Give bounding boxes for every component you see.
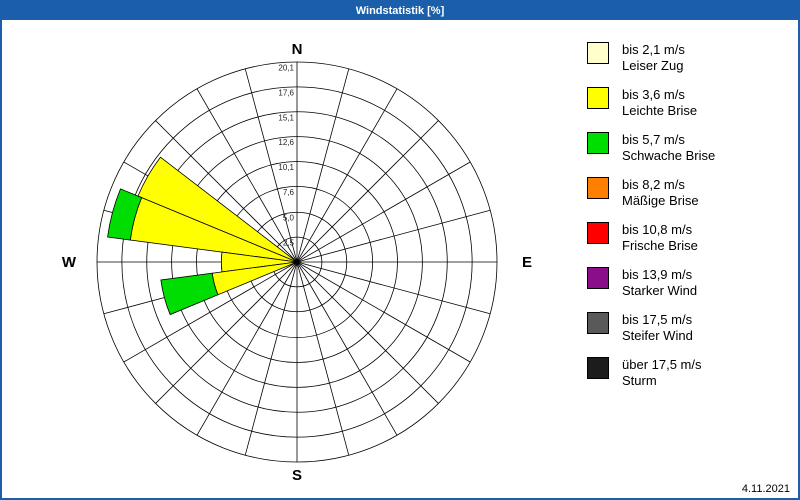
legend-item: bis 2,1 m/s Leiser Zug bbox=[587, 42, 792, 74]
ring-label: 20,1 bbox=[278, 64, 294, 73]
ring-label: 7,6 bbox=[283, 188, 295, 197]
ring-label: 12,6 bbox=[278, 138, 294, 147]
compass-label: N bbox=[292, 41, 303, 58]
ring-label: 10,1 bbox=[278, 163, 294, 172]
legend-speed: bis 2,1 m/s bbox=[622, 42, 685, 57]
legend-swatch bbox=[587, 177, 609, 199]
legend-item: bis 13,9 m/s Starker Wind bbox=[587, 267, 792, 299]
date-label: 4.11.2021 bbox=[741, 483, 790, 495]
compass-label: S bbox=[292, 467, 302, 484]
legend: bis 2,1 m/s Leiser Zug bis 3,6 m/s Leich… bbox=[587, 42, 792, 402]
legend-speed: bis 5,7 m/s bbox=[622, 132, 685, 147]
ring-label: 2,5 bbox=[283, 239, 295, 248]
ring-label: 15,1 bbox=[278, 113, 294, 122]
legend-item: über 17,5 m/s Sturm bbox=[587, 357, 792, 389]
wind-rose-petal-segment bbox=[160, 272, 219, 316]
legend-desc: Leichte Brise bbox=[622, 103, 698, 118]
wind-rose-petal-segment bbox=[107, 188, 143, 241]
legend-item: bis 8,2 m/s Mäßige Brise bbox=[587, 177, 792, 209]
legend-desc: Steifer Wind bbox=[622, 328, 693, 343]
legend-speed: bis 10,8 m/s bbox=[622, 222, 693, 237]
legend-swatch bbox=[587, 87, 609, 109]
title-bar: Windstatistik [%] bbox=[2, 2, 798, 20]
legend-item: bis 10,8 m/s Frische Brise bbox=[587, 222, 792, 254]
ring-label: 17,6 bbox=[278, 88, 294, 97]
legend-desc: Leiser Zug bbox=[622, 58, 684, 73]
legend-desc: Sturm bbox=[622, 373, 657, 388]
legend-desc: Mäßige Brise bbox=[622, 193, 699, 208]
legend-item: bis 5,7 m/s Schwache Brise bbox=[587, 132, 792, 164]
legend-desc: Starker Wind bbox=[622, 283, 698, 298]
ring-label: 5,0 bbox=[283, 214, 295, 223]
legend-speed: bis 3,6 m/s bbox=[622, 87, 685, 102]
legend-swatch bbox=[587, 312, 609, 334]
legend-item: bis 3,6 m/s Leichte Brise bbox=[587, 87, 792, 119]
compass-label: E bbox=[522, 254, 532, 271]
compass-label: W bbox=[62, 254, 77, 271]
legend-desc: Frische Brise bbox=[622, 238, 698, 253]
window-title: Windstatistik [%] bbox=[355, 5, 445, 17]
legend-speed: bis 17,5 m/s bbox=[622, 312, 693, 327]
legend-swatch bbox=[587, 132, 609, 154]
legend-speed: bis 8,2 m/s bbox=[622, 177, 685, 192]
legend-speed: über 17,5 m/s bbox=[622, 357, 702, 372]
legend-swatch bbox=[587, 42, 609, 64]
legend-desc: Schwache Brise bbox=[622, 148, 716, 163]
wind-rose-chart: 2,5 5,0 7,6 10,1 12,6 15,1 17,6 20,1 N S W E bbox=[62, 41, 532, 484]
legend-item: bis 17,5 m/s Steifer Wind bbox=[587, 312, 792, 344]
legend-swatch bbox=[587, 267, 609, 289]
legend-swatch bbox=[587, 222, 609, 244]
legend-speed: bis 13,9 m/s bbox=[622, 267, 693, 282]
legend-swatch bbox=[587, 357, 609, 379]
